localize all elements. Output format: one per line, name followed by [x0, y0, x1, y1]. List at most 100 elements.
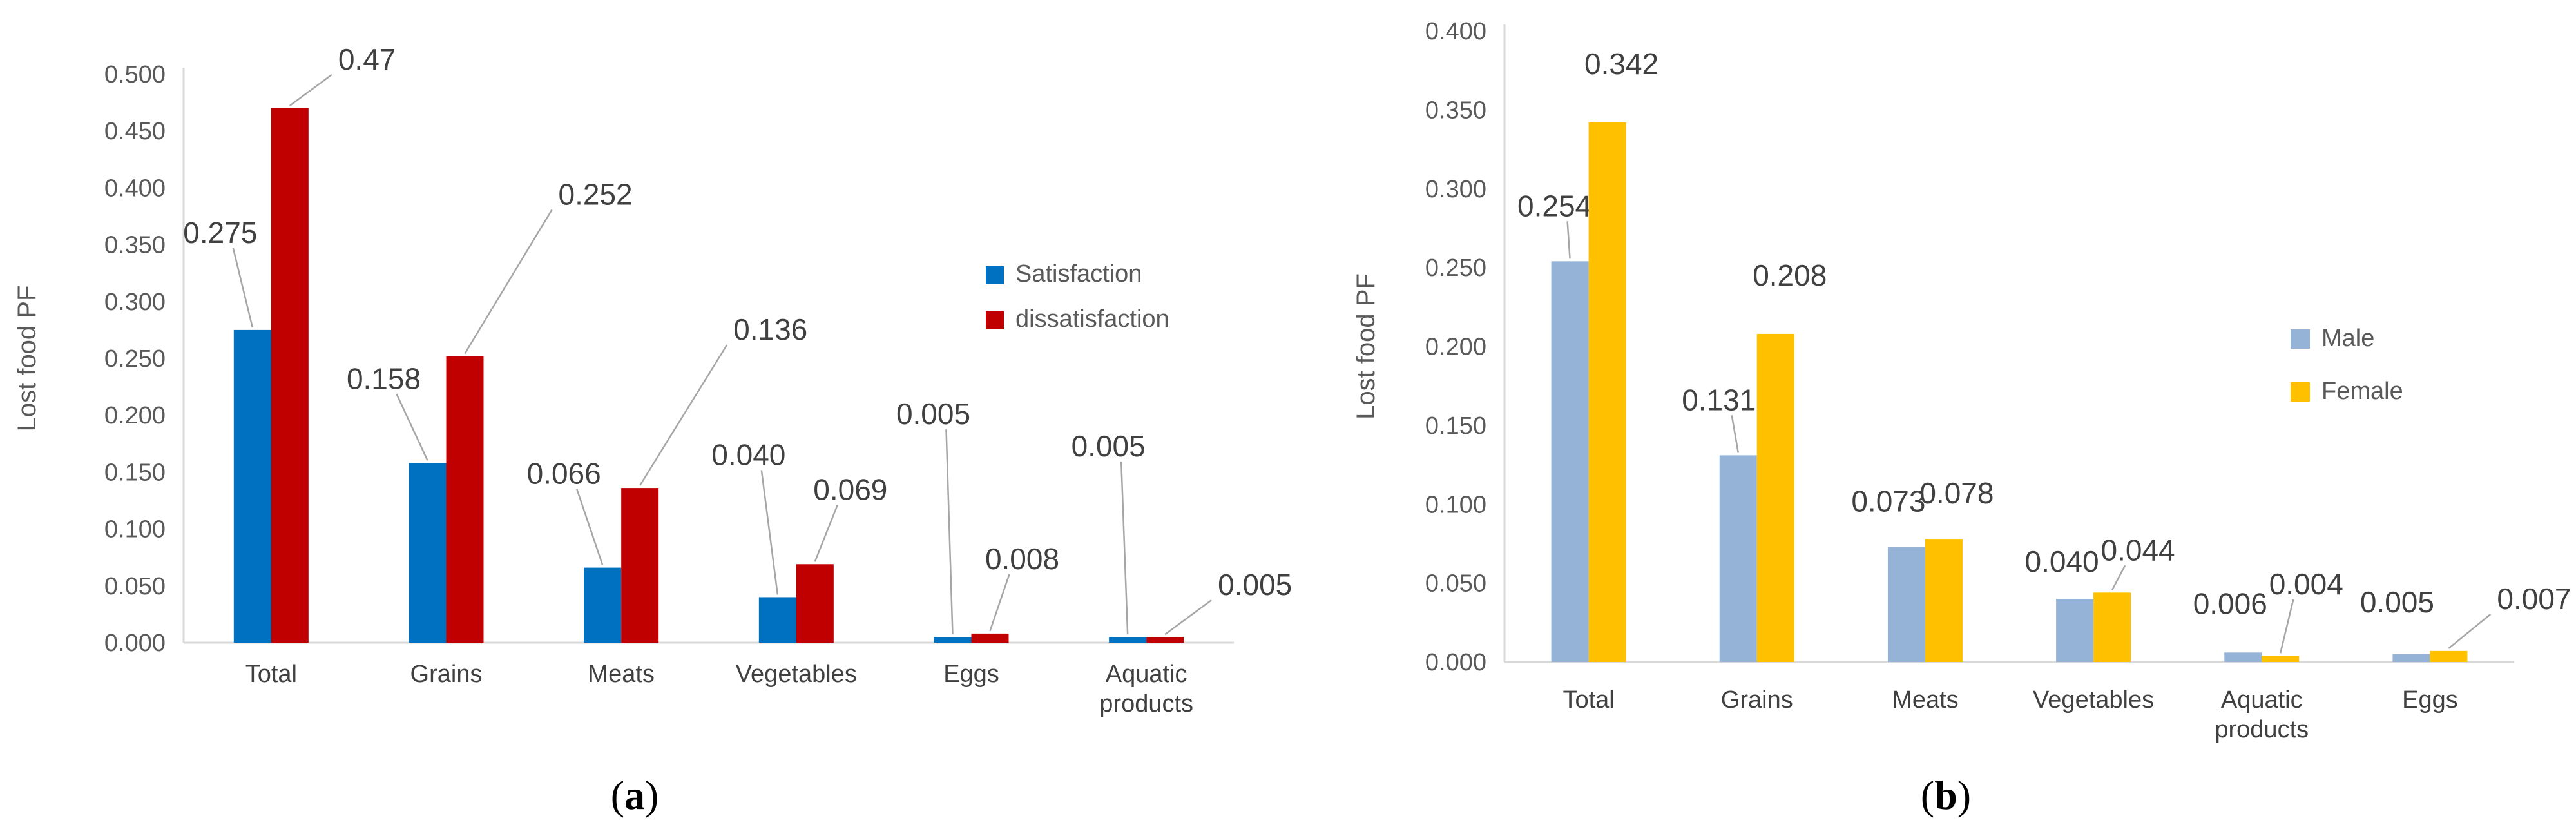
bar-male — [2224, 652, 2262, 662]
y-tick-label: 0.150 — [1425, 413, 1486, 440]
legend-label: Male — [2321, 325, 2374, 352]
data-label: 0.006 — [2193, 587, 2267, 620]
data-label-leader-line — [814, 504, 838, 562]
y-tick-label: 0.350 — [104, 232, 166, 259]
bar-dissatisfaction — [1146, 637, 1184, 643]
bar-female — [1925, 539, 1963, 662]
bar-satisfaction — [758, 597, 796, 643]
panel-caption: (b) — [1921, 772, 1971, 818]
x-category-label: Eggs — [943, 661, 999, 688]
data-label-leader-line — [289, 73, 332, 106]
data-label-leader-line — [760, 470, 779, 595]
legend-swatch — [986, 311, 1004, 329]
bar-dissatisfaction — [971, 633, 1009, 643]
x-category-label: Total — [245, 661, 297, 688]
data-label-leader-line — [2448, 613, 2492, 649]
bar-male — [1887, 547, 1925, 662]
y-tick-label: 0.350 — [1425, 97, 1486, 124]
data-label: 0.040 — [711, 438, 785, 471]
data-label-leader-line — [1566, 221, 1571, 259]
legend-label: Female — [2321, 378, 2403, 405]
data-label-leader-line — [945, 429, 954, 635]
data-label: 0.208 — [1753, 258, 1827, 292]
bar-satisfaction — [934, 637, 972, 643]
bar-male — [2392, 654, 2430, 662]
data-label: 0.275 — [183, 216, 257, 249]
x-category-label: Aquatic — [2221, 686, 2303, 714]
data-label-leader-line — [575, 489, 604, 565]
x-category-label: Aquatic — [1106, 661, 1187, 688]
data-label-leader-line — [1731, 415, 1739, 453]
x-category-label: products — [1099, 690, 1193, 717]
x-category-label: Meats — [588, 661, 654, 688]
data-label: 0.078 — [1919, 476, 1994, 510]
bar-female — [1588, 122, 1626, 662]
x-category-label: Grains — [410, 661, 483, 688]
y-axis-title: Lost food PF — [1352, 273, 1380, 420]
bar-male — [1551, 261, 1589, 663]
bar-dissatisfaction — [271, 108, 309, 643]
x-category-label: Meats — [1892, 686, 1958, 714]
data-label: 0.342 — [1584, 47, 1658, 81]
data-label-leader-line — [1164, 599, 1212, 636]
bar-female — [2093, 592, 2131, 662]
data-label: 0.005 — [1218, 568, 1292, 601]
y-tick-label: 0.000 — [1425, 649, 1486, 676]
data-label: 0.066 — [527, 457, 601, 491]
y-tick-label: 0.000 — [104, 630, 166, 657]
bar-satisfaction — [233, 329, 271, 643]
chart-a: 0.000 0.050 0.100 0.150 0.200 0.250 0.300 0.350… — [13, 43, 1292, 818]
legend-swatch — [2291, 382, 2310, 402]
legend-swatch — [986, 266, 1004, 284]
y-tick-label: 0.100 — [1425, 491, 1486, 518]
data-label-leader-line — [2111, 565, 2126, 590]
x-category-label: Vegetables — [2033, 686, 2154, 714]
bar-dissatisfaction — [796, 564, 834, 643]
y-tick-label: 0.500 — [104, 61, 166, 88]
data-label-leader-line — [2280, 599, 2294, 654]
y-tick-label: 0.250 — [104, 345, 166, 373]
data-label: 0.47 — [338, 43, 396, 76]
data-label-leader-line — [464, 209, 553, 355]
data-label-leader-line — [232, 248, 254, 328]
y-tick-label: 0.300 — [104, 289, 166, 316]
panel-caption: (a) — [611, 772, 659, 818]
data-label: 0.136 — [733, 313, 807, 346]
y-axis-title: Lost food PF — [13, 286, 41, 432]
bar-female — [2262, 656, 2300, 662]
x-category-label: Eggs — [2402, 686, 2458, 714]
y-tick-label: 0.400 — [104, 175, 166, 202]
data-label: 0.008 — [985, 542, 1059, 576]
bar-dissatisfaction — [446, 356, 484, 643]
data-label: 0.158 — [347, 362, 421, 395]
bar-satisfaction — [1109, 637, 1147, 643]
y-tick-label: 0.200 — [1425, 334, 1486, 361]
data-label: 0.069 — [813, 472, 887, 506]
chart-b: 0.000 0.050 0.100 0.150 0.200 0.250 0.300 0.350… — [1352, 18, 2571, 818]
bar-dissatisfaction — [621, 488, 659, 643]
legend-label: Satisfaction — [1015, 260, 1142, 287]
x-category-label: Total — [1562, 686, 1614, 714]
data-label-leader-line — [989, 574, 1010, 632]
data-label: 0.073 — [1851, 484, 1925, 518]
y-tick-label: 0.100 — [104, 516, 166, 543]
y-tick-label: 0.450 — [104, 118, 166, 145]
y-tick-label: 0.250 — [1425, 255, 1486, 282]
bar-female — [1756, 333, 1794, 662]
data-label: 0.131 — [1682, 383, 1756, 416]
legend-label: dissatisfaction — [1015, 306, 1169, 333]
data-label: 0.005 — [1072, 429, 1146, 463]
bar-satisfaction — [409, 463, 447, 643]
bar-male — [1719, 455, 1757, 662]
data-label: 0.007 — [2497, 582, 2571, 616]
bar-satisfaction — [584, 567, 622, 643]
x-category-label: products — [2215, 716, 2309, 743]
data-label: 0.252 — [559, 177, 633, 211]
x-category-label: Vegetables — [736, 661, 857, 688]
y-tick-label: 0.050 — [104, 573, 166, 600]
y-tick-label: 0.150 — [104, 459, 166, 486]
x-category-label: Grains — [1721, 686, 1793, 714]
data-label: 0.005 — [2360, 585, 2434, 619]
y-tick-label: 0.400 — [1425, 18, 1486, 45]
